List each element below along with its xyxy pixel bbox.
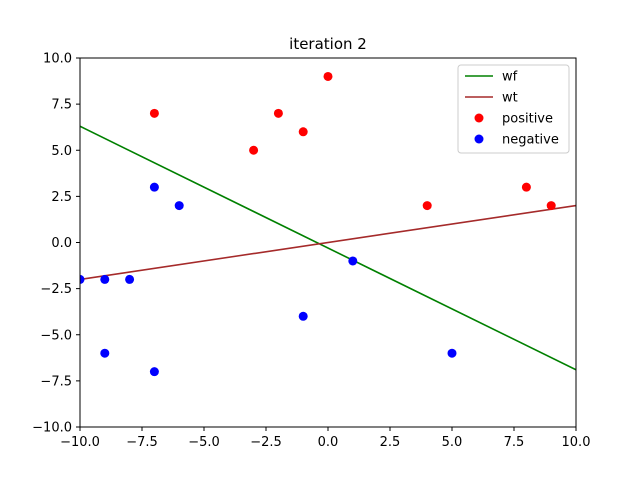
x-tick-label: −5.0 [188, 435, 220, 450]
point-negative-9 [447, 348, 457, 358]
legend-label-wt: wt [502, 91, 518, 106]
x-tick-label: −2.5 [250, 435, 282, 450]
x-tick-label: 0.0 [318, 435, 339, 450]
y-tick-label: −7.5 [40, 374, 72, 389]
x-tick-label: 2.5 [380, 435, 401, 450]
legend: wf wt positive negative [457, 64, 570, 154]
point-positive-5 [422, 201, 432, 211]
point-negative-3 [100, 348, 110, 358]
point-negative-4 [149, 182, 159, 192]
y-tick-label: 0.0 [51, 236, 72, 251]
line-wf [80, 125, 576, 371]
point-negative-2 [125, 274, 135, 284]
y-tick-label: −5.0 [40, 328, 72, 343]
point-positive-7 [546, 201, 556, 211]
point-negative-0 [80, 274, 85, 284]
legend-label-positive: positive [502, 112, 553, 127]
y-tick-label: −2.5 [40, 282, 72, 297]
point-negative-1 [100, 274, 110, 284]
point-positive-2 [273, 108, 283, 118]
legend-label-wf: wf [502, 70, 518, 85]
y-tick-label: −10.0 [32, 421, 72, 436]
legend-box [457, 64, 570, 154]
point-negative-8 [298, 311, 308, 321]
x-axis: −10.0 −7.5 −5.0 −2.5 0.0 2.5 5.0 7.5 10.0 [60, 427, 590, 450]
legend-label-negative: negative [502, 133, 559, 148]
y-tick-label: 2.5 [51, 190, 72, 205]
point-positive-3 [298, 127, 308, 137]
y-tick-label: 7.5 [51, 98, 72, 113]
point-positive-4 [323, 71, 333, 81]
legend-swatch-negative [474, 134, 484, 144]
chart-title: iteration 2 [289, 35, 367, 53]
y-axis: 10.0 7.5 5.0 2.5 0.0 −2.5 −5.0 −7.5 −10.0 [32, 52, 80, 436]
x-tick-label: 7.5 [504, 435, 525, 450]
x-tick-label: −7.5 [126, 435, 158, 450]
point-negative-5 [174, 201, 184, 211]
y-tick-label: 10.0 [43, 52, 72, 67]
point-positive-6 [521, 182, 531, 192]
x-tick-label: 10.0 [562, 435, 591, 450]
y-tick-label: 5.0 [51, 144, 72, 159]
point-positive-0 [149, 108, 159, 118]
line-wt [80, 204, 576, 281]
point-negative-7 [348, 256, 358, 266]
x-tick-label: 5.0 [442, 435, 463, 450]
point-negative-6 [149, 367, 159, 377]
plot-area [79, 57, 577, 428]
legend-swatch-positive [474, 113, 484, 123]
point-positive-1 [249, 145, 259, 155]
x-tick-label: −10.0 [60, 435, 100, 450]
plot-content [80, 71, 576, 377]
